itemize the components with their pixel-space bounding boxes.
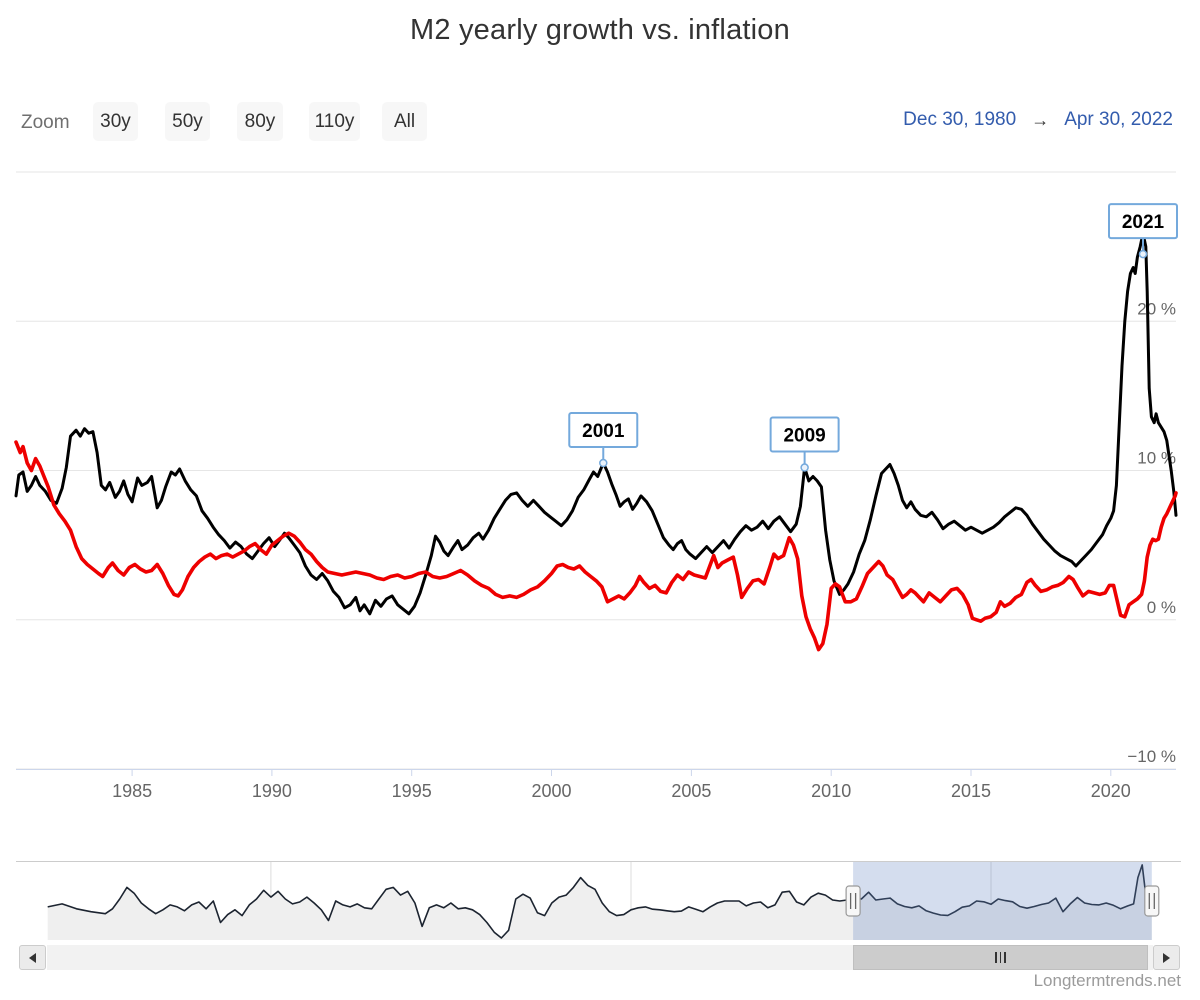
y-axis-label: −10 %	[1127, 747, 1176, 766]
zoom-button-all[interactable]: All	[382, 102, 427, 141]
navigator-series	[47, 864, 1153, 939]
series-m2-money-supply-yearly-growth[interactable]	[14, 231, 1178, 616]
annotation-2001: 2001	[568, 412, 639, 468]
series-inflation-cpi-yearly-change[interactable]	[14, 440, 1178, 652]
date-to-input[interactable]: Apr 30, 2022	[1064, 109, 1173, 130]
x-axis-label: 2015	[951, 781, 991, 801]
y-axis-label: 20 %	[1137, 299, 1176, 318]
zoom-button-30y[interactable]: 30y	[93, 102, 138, 141]
annotation-anchor-dot	[599, 458, 608, 468]
arrow-right-icon: →	[1031, 109, 1050, 130]
grip-lines-icon	[999, 952, 1002, 963]
annotation-label: 2009	[783, 426, 825, 447]
grip-lines-icon	[1004, 952, 1006, 963]
x-axis-label: 1990	[252, 781, 292, 801]
zoom-label: Zoom	[21, 112, 70, 133]
scrollbar-right-button[interactable]	[1153, 945, 1180, 970]
page-title: M2 yearly growth vs. inflation	[410, 14, 790, 46]
navigator-handle-left[interactable]	[845, 885, 861, 917]
annotation-anchor-dot	[800, 463, 809, 472]
x-axis-label: 2005	[671, 781, 711, 801]
annotation-anchor-dot	[1138, 249, 1148, 259]
annotation-box	[769, 416, 840, 453]
y-axis-label: 0 %	[1147, 598, 1176, 617]
annotation-2009: 2009	[769, 416, 840, 472]
x-axis-label: 1985	[112, 781, 152, 801]
grip-lines-icon	[995, 952, 997, 963]
annotation-label: 2021	[1122, 212, 1165, 233]
arrow-left-icon	[29, 952, 36, 963]
navigator-selected-range[interactable]	[853, 862, 1152, 940]
zoom-button-50y[interactable]: 50y	[165, 102, 210, 141]
annotation-2021: 2021	[1108, 203, 1179, 259]
annotation-box	[568, 412, 639, 449]
date-from-input[interactable]: Dec 30, 1980	[903, 109, 1017, 130]
watermark: Longtermtrends.net	[1033, 971, 1181, 990]
y-axis-label: 10 %	[1137, 449, 1176, 468]
annotation-box	[1108, 203, 1179, 240]
zoom-button-80y[interactable]: 80y	[237, 102, 283, 141]
scrollbar-thumb[interactable]	[853, 945, 1148, 970]
x-axis-label: 2010	[811, 781, 851, 801]
navigator-area	[47, 864, 1152, 940]
annotation-label: 2001	[582, 421, 625, 442]
zoom-button-110y[interactable]: 110y	[309, 102, 360, 141]
scrollbar-left-button[interactable]	[19, 945, 46, 970]
x-axis-label: 2000	[531, 781, 571, 801]
arrow-right-icon	[1163, 952, 1170, 963]
navigator-handle-right[interactable]	[1144, 885, 1160, 917]
date-range-selector: Dec 30, 1980 → Apr 30, 2022	[903, 109, 1173, 131]
x-axis-label: 2020	[1091, 781, 1131, 801]
x-axis-label: 1995	[392, 781, 432, 801]
